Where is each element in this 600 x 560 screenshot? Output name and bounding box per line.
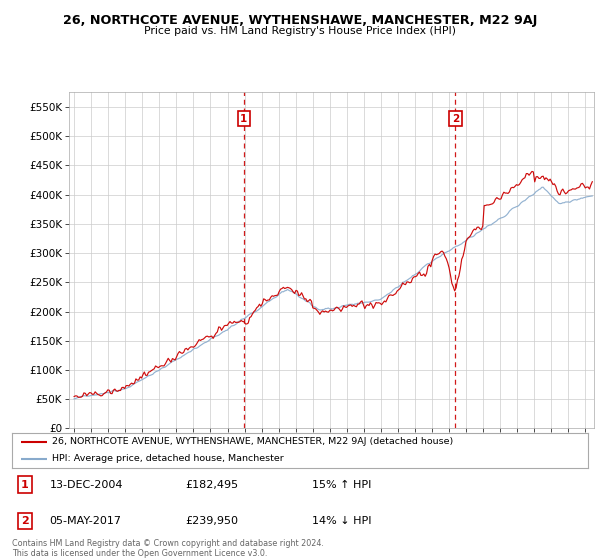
Text: £182,495: £182,495 bbox=[185, 479, 238, 489]
Text: Contains HM Land Registry data © Crown copyright and database right 2024.
This d: Contains HM Land Registry data © Crown c… bbox=[12, 539, 324, 558]
Text: £239,950: £239,950 bbox=[185, 516, 238, 526]
Text: Price paid vs. HM Land Registry's House Price Index (HPI): Price paid vs. HM Land Registry's House … bbox=[144, 26, 456, 36]
Text: 05-MAY-2017: 05-MAY-2017 bbox=[49, 516, 121, 526]
Text: 26, NORTHCOTE AVENUE, WYTHENSHAWE, MANCHESTER, M22 9AJ: 26, NORTHCOTE AVENUE, WYTHENSHAWE, MANCH… bbox=[63, 14, 537, 27]
Text: 2: 2 bbox=[452, 114, 459, 124]
Text: 1: 1 bbox=[21, 479, 29, 489]
Text: 2: 2 bbox=[21, 516, 29, 526]
Text: 15% ↑ HPI: 15% ↑ HPI bbox=[311, 479, 371, 489]
Text: 1: 1 bbox=[240, 114, 248, 124]
Text: 13-DEC-2004: 13-DEC-2004 bbox=[49, 479, 123, 489]
Text: HPI: Average price, detached house, Manchester: HPI: Average price, detached house, Manc… bbox=[52, 454, 284, 464]
Text: 26, NORTHCOTE AVENUE, WYTHENSHAWE, MANCHESTER, M22 9AJ (detached house): 26, NORTHCOTE AVENUE, WYTHENSHAWE, MANCH… bbox=[52, 437, 454, 446]
Text: 14% ↓ HPI: 14% ↓ HPI bbox=[311, 516, 371, 526]
